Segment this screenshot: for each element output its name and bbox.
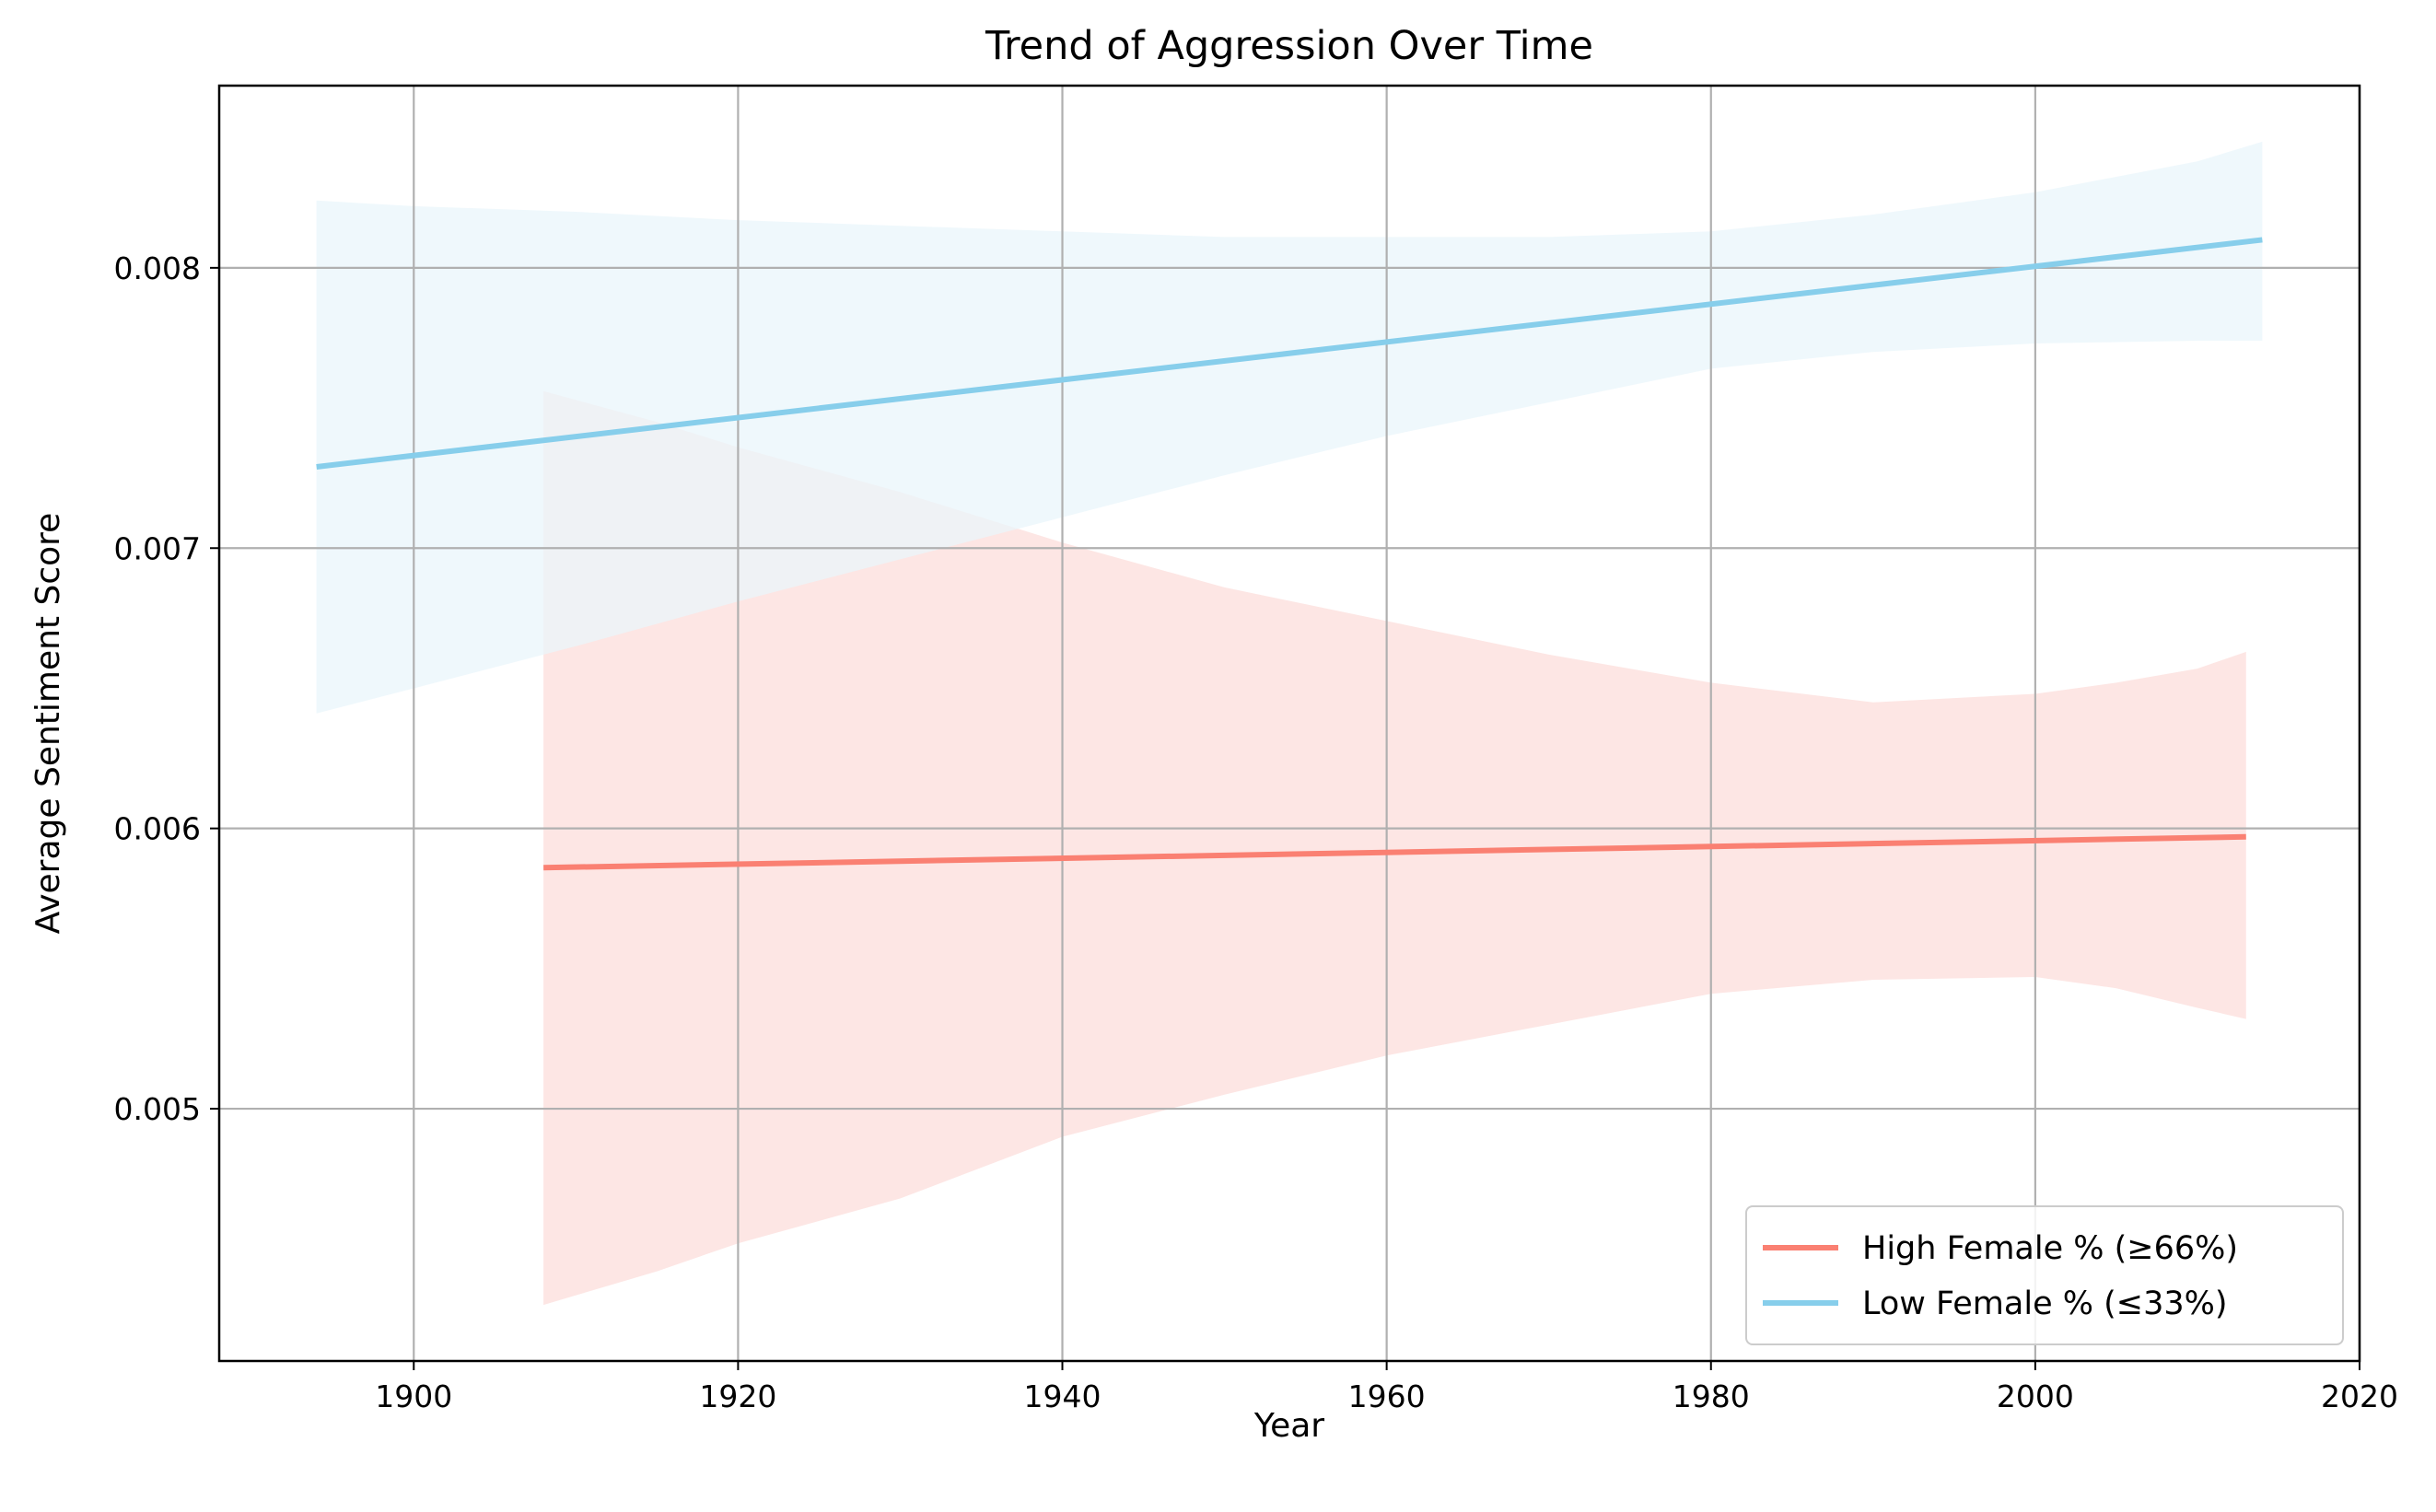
ci-band-series-1	[316, 141, 2263, 714]
legend-box	[1745, 1205, 2344, 1345]
ci-band-series-0	[543, 390, 2246, 1306]
confidence-bands	[316, 141, 2263, 1306]
x-axis-ticks: 1900 1920 1940 1960 1980 2000 2020	[375, 1361, 2398, 1414]
x-tick-label-0: 1900	[375, 1378, 452, 1414]
y-tick-label-3: 0.008	[114, 250, 201, 286]
x-axis-label: Year	[1253, 1407, 1324, 1445]
legend-label-0: High Female % (≥66%)	[1862, 1230, 2238, 1267]
chart-title: Trend of Aggression Over Time	[985, 23, 1593, 69]
legend: High Female % (≥66%) Low Female % (≤33%)	[1745, 1205, 2344, 1345]
plot-frame	[217, 84, 2361, 1363]
y-tick-label-1: 0.006	[114, 811, 201, 847]
x-tick-label-5: 2000	[1997, 1378, 2074, 1414]
series-line-0	[543, 833, 2246, 871]
x-tick-label-4: 1980	[1673, 1378, 1750, 1414]
series-lines	[316, 237, 2263, 871]
grid-lines	[219, 86, 2361, 1361]
x-tick-label-6: 2020	[2321, 1378, 2398, 1414]
series-line-1	[316, 237, 2263, 470]
y-axis-label: Average Sentiment Score	[29, 513, 67, 935]
y-tick-label-2: 0.007	[114, 530, 201, 566]
x-tick-label-3: 1960	[1348, 1378, 1426, 1414]
y-tick-label-0: 0.005	[114, 1091, 201, 1127]
legend-label-1: Low Female % (≤33%)	[1862, 1285, 2228, 1322]
x-tick-label-2: 1940	[1024, 1378, 1101, 1414]
y-axis-ticks: 0.005 0.006 0.007 0.008	[114, 250, 219, 1127]
x-tick-label-1: 1920	[699, 1378, 776, 1414]
